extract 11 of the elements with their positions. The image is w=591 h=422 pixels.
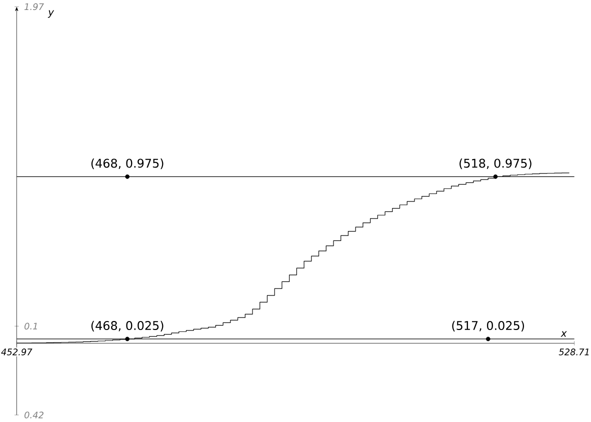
x-tick-label: 452.97 [1,348,32,356]
annotation: (468, 0.025) [91,320,164,332]
annotation: (518, 0.975) [460,158,532,170]
x-tick-label: 528.71 [558,348,589,356]
x-axis-title: x [560,331,567,337]
annotation: (517, 0.025) [452,320,524,332]
y-tick-label: 1.97 [24,3,44,10]
y-tick-label: 0.42 [24,412,44,419]
y-axis-title: y [48,10,54,18]
y-tick-label: 0.1 [24,322,37,330]
annotation: (468, 0.975) [91,158,164,170]
